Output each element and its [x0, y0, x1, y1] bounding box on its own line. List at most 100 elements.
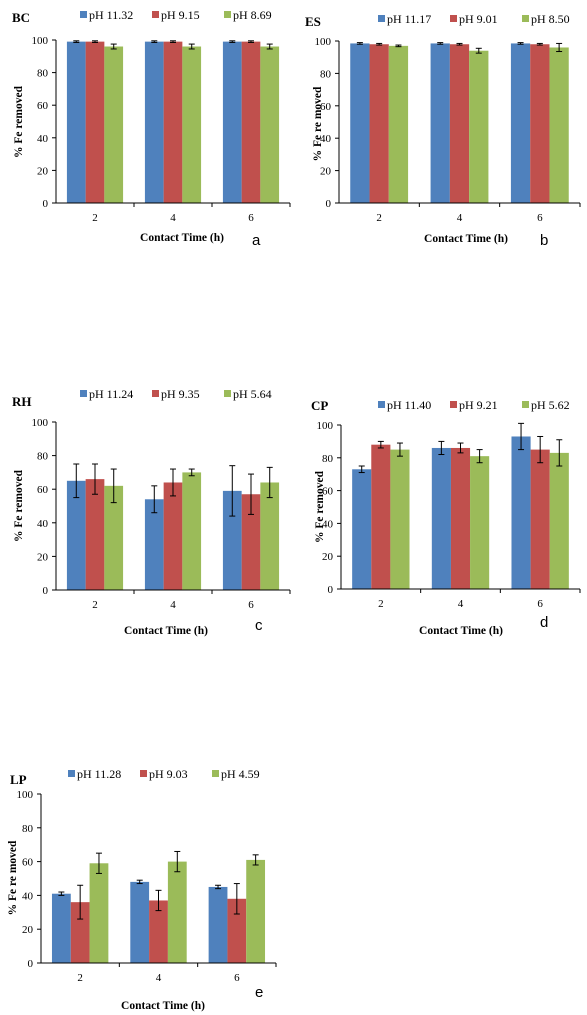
x-axis-title: Contact Time (h): [121, 1000, 205, 1012]
y-tick-label: 80: [22, 823, 34, 835]
bar: [163, 41, 183, 203]
bar: [222, 490, 242, 590]
legend-swatch: [68, 770, 75, 777]
bar: [85, 479, 105, 590]
bar: [449, 44, 470, 203]
bar: [182, 472, 202, 590]
bar: [510, 43, 531, 204]
x-tick-label: 2: [92, 599, 98, 611]
bar: [430, 43, 450, 204]
y-tick-label: 20: [37, 551, 49, 563]
bar: [530, 449, 550, 589]
y-axis-title: % Fe re moved: [312, 86, 324, 161]
x-axis-title: Contact Time (h): [124, 625, 208, 637]
legend-label: pH 9.21: [459, 398, 498, 412]
x-tick-label: 2: [77, 972, 83, 984]
x-axis-title: Contact Time (h): [140, 232, 224, 244]
y-tick-label: 80: [37, 451, 49, 463]
y-tick-label: 0: [326, 198, 332, 210]
legend-swatch: [224, 11, 231, 18]
bar: [352, 469, 372, 589]
legend-swatch: [212, 770, 219, 777]
x-tick-label: 4: [458, 598, 464, 610]
x-tick-label: 6: [234, 972, 240, 984]
bar: [130, 881, 150, 963]
legend-label: pH 11.24: [89, 387, 133, 401]
y-tick-label: 40: [22, 890, 34, 902]
x-tick-label: 4: [457, 212, 463, 224]
bar: [182, 46, 202, 203]
bar: [144, 499, 164, 590]
chart-panel-e: LP pH 11.28 pH 9.03 pH 4.59 0 20 40 60 80 100 % Fe…: [7, 767, 277, 1012]
bar: [222, 41, 242, 203]
panel-title: BC: [12, 10, 30, 25]
x-tick-label: 6: [248, 599, 254, 611]
legend-label: pH 9.01: [459, 12, 498, 26]
y-tick-label: 100: [317, 420, 334, 432]
bar: [260, 482, 280, 590]
legend-swatch: [522, 15, 529, 22]
x-tick-label: 6: [537, 212, 543, 224]
y-tick-label: 80: [320, 68, 332, 80]
y-tick-label: 60: [320, 101, 332, 113]
chart-panel-d: CP pH 11.40 pH 9.21 pH 5.62 0 20 40 60 80 100 % Fe…: [311, 398, 581, 637]
y-tick-label: 40: [320, 133, 332, 145]
panel-title: RH: [12, 394, 32, 409]
y-tick-label: 0: [43, 198, 49, 210]
panel-letter: d: [540, 614, 548, 631]
legend-swatch: [80, 390, 87, 397]
legend-label: pH 5.64: [233, 387, 272, 401]
bar: [241, 41, 261, 203]
panel-title: CP: [311, 398, 328, 413]
x-tick-label: 2: [378, 598, 384, 610]
bar: [431, 447, 451, 589]
legend-swatch: [450, 401, 457, 408]
x-tick-label: 4: [156, 972, 162, 984]
bar: [371, 444, 391, 589]
legend-swatch: [80, 11, 87, 18]
legend-label: pH 8.50: [531, 12, 570, 26]
legend-swatch: [152, 11, 159, 18]
bar: [149, 900, 168, 963]
y-tick-label: 0: [328, 584, 334, 596]
legend-label: pH 11.32: [89, 8, 133, 22]
y-tick-label: 20: [22, 924, 34, 936]
y-tick-label: 20: [320, 166, 332, 178]
bar: [450, 447, 471, 589]
y-axis-title: % Fe removed: [13, 469, 25, 542]
y-tick-label: 40: [37, 518, 49, 530]
panel-title: ES: [305, 14, 321, 29]
bar: [469, 50, 489, 203]
legend-label: pH 9.03: [149, 767, 188, 781]
legend-label: pH 9.15: [161, 8, 200, 22]
y-tick-label: 20: [37, 165, 49, 177]
y-tick-label: 80: [322, 453, 334, 465]
bar: [70, 902, 90, 963]
y-tick-label: 60: [37, 484, 49, 496]
bar: [227, 898, 247, 963]
y-tick-label: 40: [37, 133, 49, 145]
legend-swatch: [522, 401, 529, 408]
bar: [208, 886, 228, 963]
x-tick-label: 2: [376, 212, 382, 224]
bar: [246, 859, 266, 963]
y-tick-label: 100: [32, 417, 49, 429]
legend-label: pH 9.35: [161, 387, 200, 401]
x-tick-label: 6: [248, 212, 254, 224]
panel-letter: c: [255, 617, 263, 634]
y-axis-title: % Fe re moved: [7, 840, 19, 915]
y-tick-label: 0: [28, 958, 34, 970]
bar: [241, 494, 261, 590]
panel-letter: a: [252, 232, 261, 249]
bar: [104, 46, 124, 203]
y-tick-label: 100: [315, 36, 332, 48]
x-tick-label: 4: [170, 212, 176, 224]
x-axis-title: Contact Time (h): [419, 625, 503, 637]
legend-swatch: [378, 401, 385, 408]
bar: [511, 436, 531, 589]
legend-swatch: [152, 390, 159, 397]
bar: [163, 482, 183, 590]
y-axis-title: % Fe removed: [13, 85, 25, 158]
bar: [549, 47, 569, 204]
